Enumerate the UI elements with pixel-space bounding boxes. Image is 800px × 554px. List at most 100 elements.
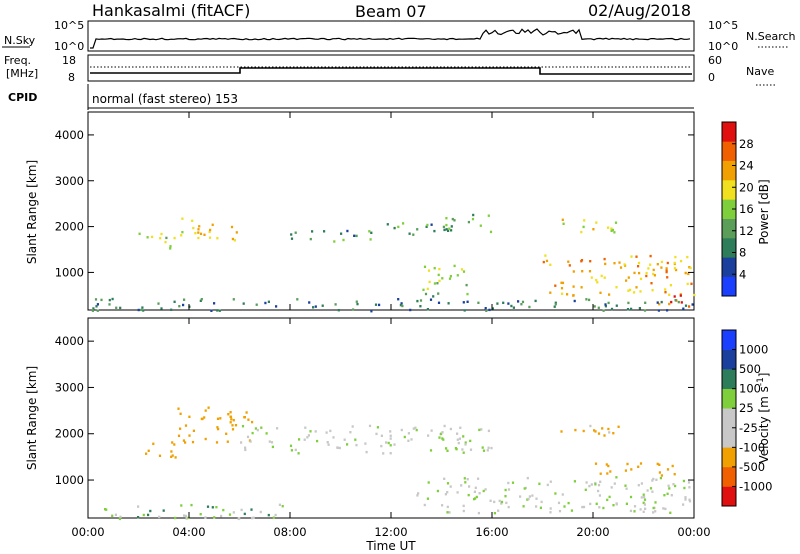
range-gate-cell bbox=[298, 438, 301, 441]
range-gate-cell bbox=[445, 228, 448, 231]
range-gate-cell bbox=[519, 495, 522, 498]
colorbar-tick-label: -500 bbox=[739, 460, 765, 474]
colorbar-tick-label: 24 bbox=[739, 159, 754, 173]
range-gate-cell bbox=[463, 309, 466, 312]
range-gate-cell bbox=[342, 238, 345, 242]
range-gate-cell bbox=[585, 298, 588, 301]
x-tick-label: 16:00 bbox=[475, 525, 508, 539]
velocity-data bbox=[104, 406, 692, 521]
range-gate-cell bbox=[290, 449, 293, 452]
range-gate-cell bbox=[599, 472, 602, 475]
range-gate-cell bbox=[217, 427, 220, 431]
range-gate-cell bbox=[270, 441, 274, 444]
range-gate-cell bbox=[243, 512, 246, 516]
range-gate-cell bbox=[604, 303, 607, 306]
range-gate-cell bbox=[567, 501, 570, 505]
range-gate-cell bbox=[264, 301, 267, 305]
colorbar-segment bbox=[722, 466, 736, 487]
range-gate-cell bbox=[625, 487, 628, 490]
range-gate-cell bbox=[466, 292, 469, 296]
range-gate-cell bbox=[188, 415, 191, 418]
range-gate-cell bbox=[535, 505, 538, 508]
range-gate-cell bbox=[337, 309, 340, 312]
range-gate-cell bbox=[437, 292, 440, 295]
range-gate-cell bbox=[668, 302, 671, 306]
range-gate-cell bbox=[658, 471, 661, 474]
range-gate-cell bbox=[428, 280, 431, 284]
range-gate-cell bbox=[438, 436, 441, 439]
range-gate-cell bbox=[588, 270, 592, 273]
range-gate-cell bbox=[607, 464, 610, 468]
range-gate-cell bbox=[629, 288, 632, 292]
range-gate-cell bbox=[613, 262, 616, 265]
range-gate-cell bbox=[245, 411, 248, 414]
range-gate-cell bbox=[662, 507, 665, 510]
colorbar-segment bbox=[722, 257, 736, 277]
range-gate-cell bbox=[642, 493, 645, 496]
range-gate-cell bbox=[108, 303, 111, 306]
range-gate-cell bbox=[368, 424, 372, 428]
range-gate-cell bbox=[232, 419, 235, 422]
range-gate-cell bbox=[553, 305, 556, 308]
range-gate-cell bbox=[403, 435, 406, 439]
noise-tick-bottom-right: 10^0 bbox=[708, 40, 738, 53]
range-gate-cell bbox=[247, 418, 250, 421]
power-data bbox=[91, 213, 696, 313]
range-gate-cell bbox=[197, 228, 200, 231]
range-gate-cell bbox=[554, 303, 557, 306]
range-gate-cell bbox=[462, 270, 466, 273]
range-gate-cell bbox=[625, 279, 628, 282]
range-gate-cell bbox=[592, 228, 595, 231]
range-gate-cell bbox=[531, 494, 534, 497]
range-gate-cell bbox=[446, 505, 449, 509]
range-gate-cell bbox=[660, 266, 663, 269]
range-gate-cell bbox=[240, 508, 243, 512]
range-gate-cell bbox=[260, 426, 263, 429]
y-tick-label: 3000 bbox=[55, 380, 84, 394]
range-gate-cell bbox=[438, 267, 441, 271]
range-gate-cell bbox=[397, 225, 400, 229]
range-gate-cell bbox=[542, 260, 545, 264]
range-gate-cell bbox=[687, 481, 691, 484]
range-gate-cell bbox=[203, 416, 206, 419]
range-gate-cell bbox=[426, 497, 429, 500]
range-gate-cell bbox=[654, 510, 657, 513]
range-gate-cell bbox=[667, 484, 670, 487]
range-gate-cell bbox=[216, 417, 220, 420]
range-gate-cell bbox=[639, 277, 643, 281]
range-gate-cell bbox=[560, 281, 563, 284]
range-gate-cell bbox=[602, 309, 605, 312]
range-gate-cell bbox=[598, 506, 601, 509]
range-gate-cell bbox=[152, 442, 155, 445]
range-gate-cell bbox=[174, 516, 177, 520]
range-gate-cell bbox=[304, 426, 307, 429]
range-gate-cell bbox=[455, 448, 458, 451]
range-gate-cell bbox=[432, 295, 435, 298]
range-gate-cell bbox=[517, 300, 520, 303]
range-gate-cell bbox=[349, 431, 352, 434]
colorbar-segment bbox=[722, 447, 736, 468]
range-gate-cell bbox=[204, 516, 207, 519]
range-gate-cell bbox=[111, 297, 114, 301]
range-gate-cell bbox=[466, 478, 469, 481]
range-gate-cell bbox=[92, 307, 95, 310]
range-gate-cell bbox=[370, 231, 373, 234]
range-gate-cell bbox=[610, 229, 613, 232]
range-gate-cell bbox=[652, 506, 655, 510]
range-gate-cell bbox=[422, 288, 425, 291]
range-gate-cell bbox=[666, 261, 669, 265]
range-gate-cell bbox=[200, 417, 203, 421]
range-gate-cell bbox=[572, 270, 575, 273]
range-gate-cell bbox=[510, 304, 513, 308]
range-gate-cell bbox=[387, 441, 390, 445]
range-gate-cell bbox=[606, 472, 609, 475]
range-gate-cell bbox=[600, 274, 603, 278]
range-gate-cell bbox=[427, 434, 430, 437]
range-gate-cell bbox=[182, 303, 185, 307]
range-gate-cell bbox=[177, 407, 180, 410]
range-gate-cell bbox=[583, 219, 586, 222]
range-gate-cell bbox=[658, 463, 661, 466]
range-gate-cell bbox=[491, 307, 494, 310]
range-gate-cell bbox=[352, 308, 355, 311]
range-gate-cell bbox=[389, 430, 392, 433]
